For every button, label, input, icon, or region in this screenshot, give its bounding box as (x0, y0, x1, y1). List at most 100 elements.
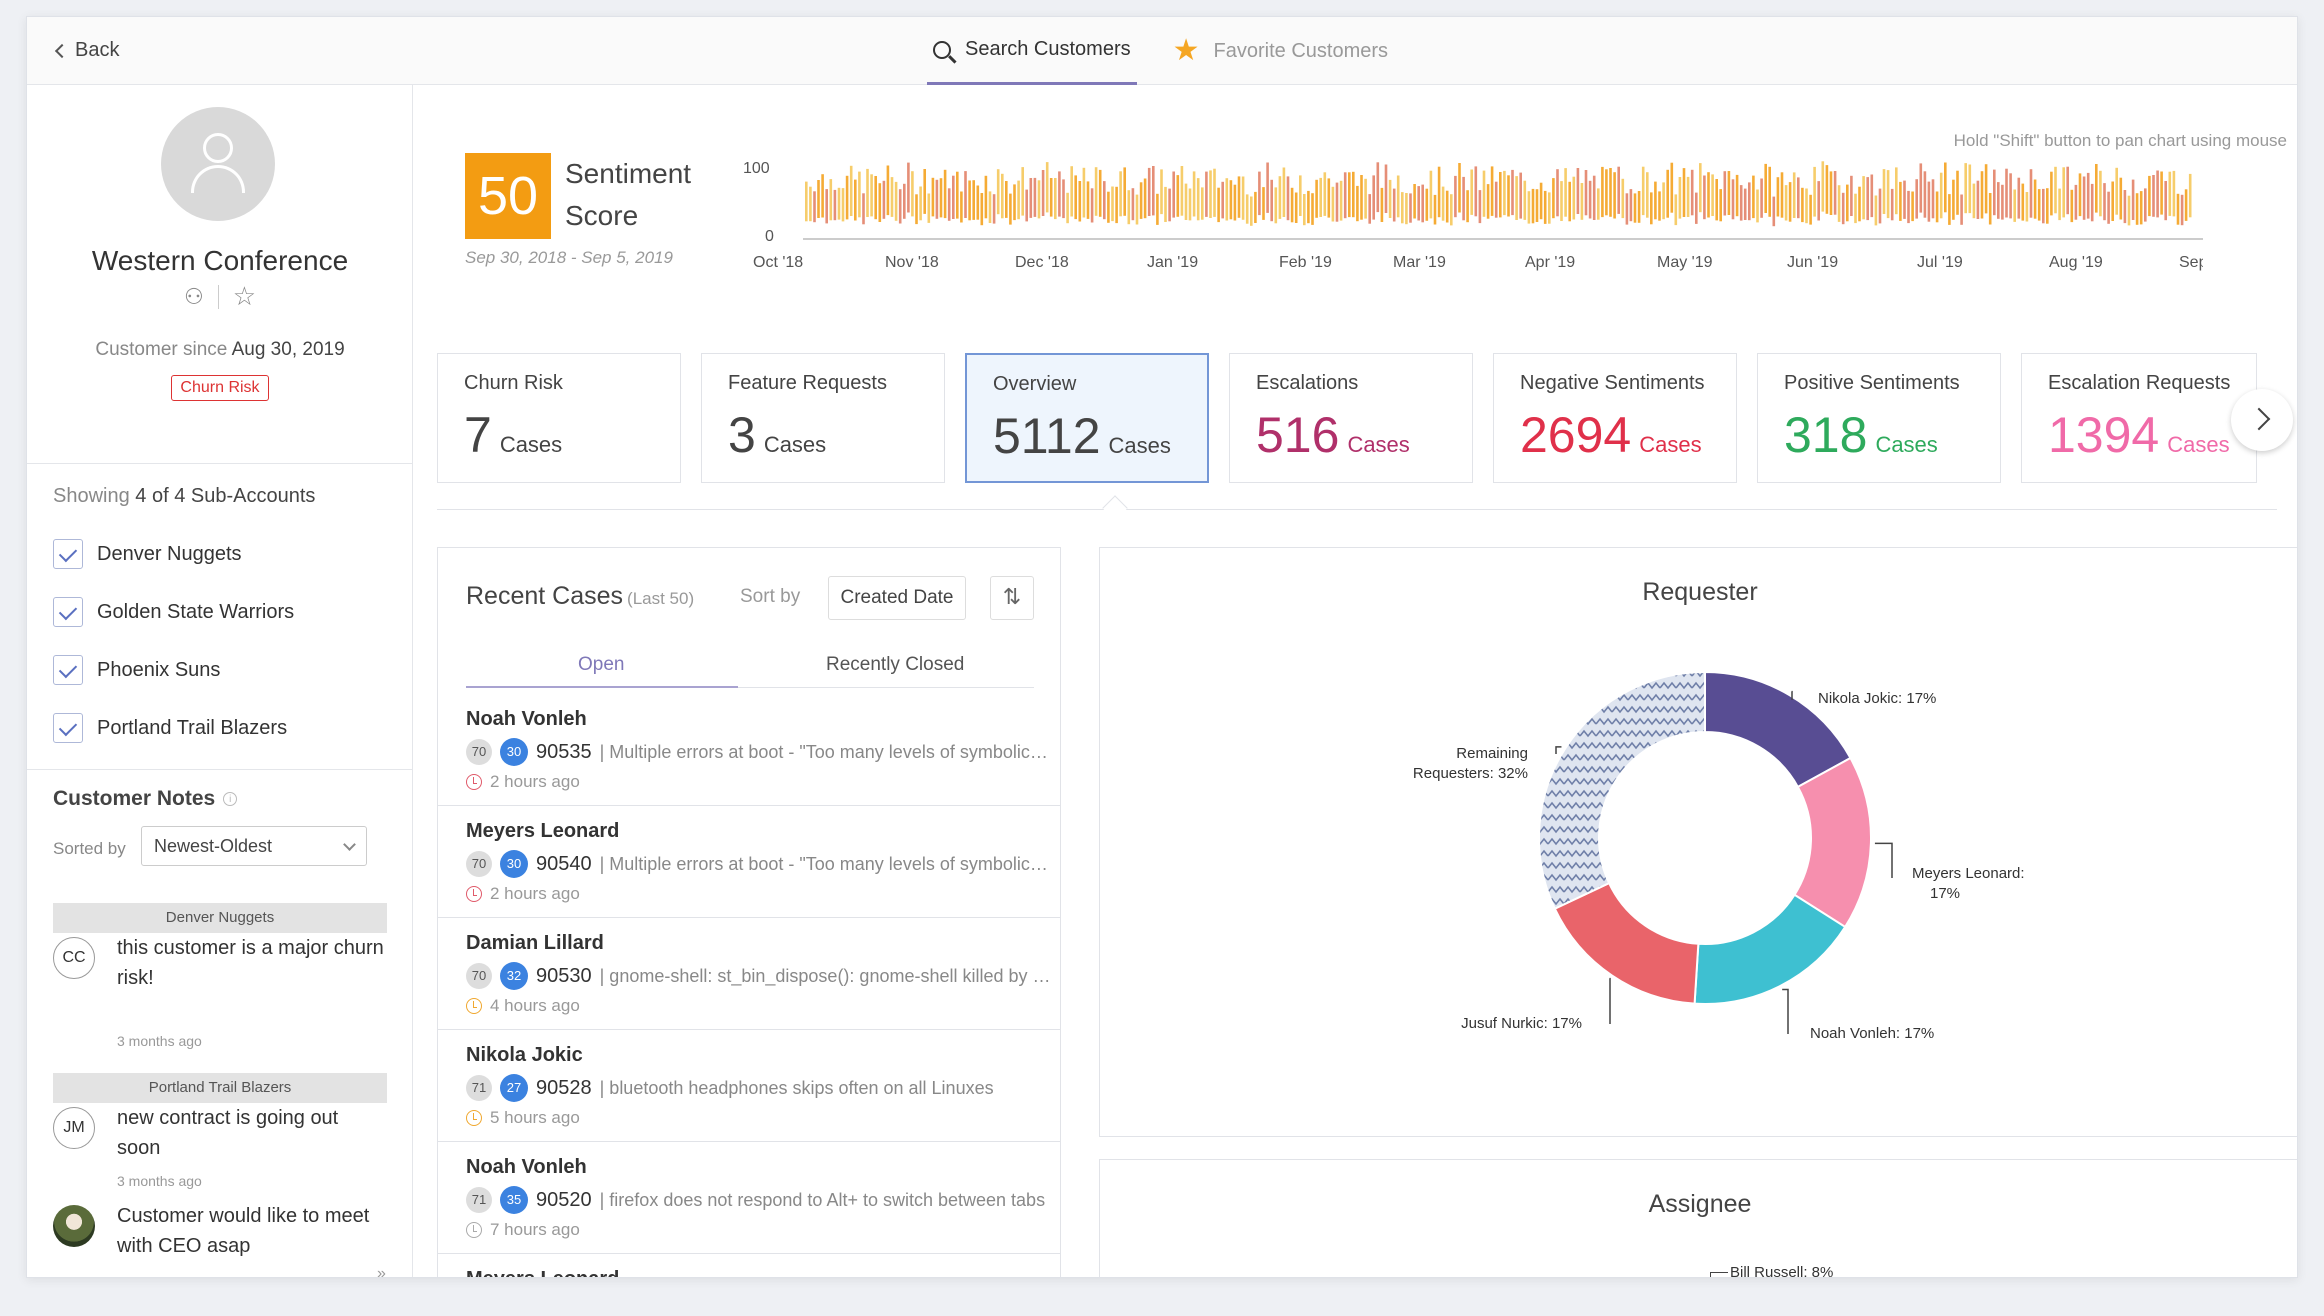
sentiment-bar (1960, 194, 1963, 225)
info-icon[interactable]: i (223, 792, 238, 807)
case-description: | Multiple errors at boot - "Too many le… (599, 741, 1051, 762)
case-id: 90540 (536, 852, 592, 875)
card-count: 7 (464, 407, 492, 463)
since-label: Customer since (95, 339, 228, 360)
subaccount-denver-nuggets[interactable]: Denver Nuggets (53, 539, 242, 569)
sentiment-bar (1882, 169, 1886, 214)
sentiment-timeline-chart[interactable]: 100 0 Oct '18 Nov '18 Dec '18 Jan '19 Feb '1… (743, 151, 2203, 271)
slice-label: Nikola Jokic: 17% (1818, 690, 1936, 707)
sentiment-bar (1082, 167, 1086, 218)
sentiment-bar (2095, 164, 2098, 213)
sentiment-bar (1890, 188, 1894, 221)
sentiment-bar (1543, 190, 1547, 224)
case-row[interactable]: Nikola Jokic 71 27 90528 | bluetooth hea… (438, 1030, 1060, 1142)
note-text: this customer is a major churn risk! (117, 937, 384, 989)
requester-donut-chart[interactable]: Nikola Jokic: 17% Meyers Leonard: 17% Noah … (1100, 548, 2298, 1138)
sentiment-bar (1388, 179, 1392, 218)
card-churn-risk[interactable]: Churn Risk 7 Cases (437, 353, 681, 483)
chevron-left-icon (54, 43, 70, 58)
sentiment-bar (1813, 166, 1816, 217)
subaccount-golden-state-warriors[interactable]: Golden State Warriors (53, 597, 294, 627)
priority-badge: 71 (466, 1075, 492, 1101)
sentiment-bar (1001, 173, 1004, 219)
case-description: | gnome-shell: st_bin_dispose(): gnome-s… (599, 965, 1051, 986)
sentiment-bar (1523, 180, 1527, 220)
card-value: 516 Cases (1256, 406, 1410, 464)
sentiment-bar (968, 180, 971, 221)
sentiment-bar (2021, 183, 2025, 221)
donut-slice[interactable] (1553, 881, 1700, 1005)
sentiment-bar (927, 193, 931, 223)
case-row[interactable]: Damian Lillard 70 32 90530 | gnome-shell… (438, 918, 1060, 1030)
sentiment-bar (1115, 186, 1118, 224)
sentiment-bar (2017, 177, 2021, 219)
sentiment-score-label: Sentiment Score (565, 153, 691, 237)
sentiment-bar (1103, 181, 1106, 220)
users-icon[interactable]: ⚇ (183, 283, 204, 309)
card-overview[interactable]: Overview 5112 Cases (965, 353, 1209, 483)
card-unit: Cases (1875, 432, 1938, 457)
case-details: 71 27 90528 | bluetooth headphones skips… (466, 1074, 1051, 1102)
notes-title-label: Customer Notes (53, 787, 216, 810)
sentiment-bar (935, 179, 939, 219)
card-escalation-requests[interactable]: Escalation Requests 1394 Cases (2021, 353, 2257, 483)
sentiment-bar (1964, 163, 1967, 214)
card-value: 2694 Cases (1520, 406, 1702, 464)
subaccount-portland-trail-blazers[interactable]: Portland Trail Blazers (53, 713, 287, 743)
card-positive-sentiments[interactable]: Positive Sentiments 318 Cases (1757, 353, 2001, 483)
sentiment-bar (1188, 188, 1192, 221)
sentiment-bar (2033, 179, 2037, 219)
sentiment-bar (1535, 189, 1539, 222)
sentiment-bar (2188, 173, 2192, 218)
card-negative-sentiments[interactable]: Negative Sentiments 2694 Cases (1493, 353, 1737, 483)
sentiment-bar (1066, 192, 1069, 224)
sentiment-bar (923, 169, 926, 214)
x-tick-label: Apr '19 (1525, 254, 1575, 271)
checkbox-checked-icon[interactable] (53, 539, 83, 569)
back-button[interactable]: Back (54, 39, 120, 62)
case-row[interactable]: Meyers Leonard (438, 1254, 1060, 1277)
sentiment-bar (1021, 167, 1024, 216)
expand-icon[interactable]: » (377, 1265, 386, 1278)
sentiment-bar (1850, 175, 1853, 216)
case-row[interactable]: Noah Vonleh 71 35 90520 | firefox does n… (438, 1142, 1060, 1254)
donut-labels: Nikola Jokic: 17% Meyers Leonard: 17% Noah … (1413, 690, 2025, 1042)
card-escalations[interactable]: Escalations 516 Cases (1229, 353, 1473, 483)
sentiment-bar (858, 171, 861, 218)
sentiment-bar (1682, 168, 1686, 217)
sort-direction-icon[interactable]: ⇅ (990, 576, 1034, 620)
cases-sort-select[interactable]: Created Date (828, 576, 966, 620)
tab-search-customers[interactable]: Search Customers (927, 17, 1137, 85)
sentiment-bar (1078, 181, 1082, 222)
sentiment-bar (1878, 188, 1882, 224)
card-feature-requests[interactable]: Feature Requests 3 Cases (701, 353, 945, 483)
card-unit: Cases (763, 432, 827, 457)
card-title: Escalations (1256, 372, 1359, 394)
tab-recently-closed[interactable]: Recently Closed (826, 654, 965, 675)
donut-slice[interactable] (1538, 670, 1706, 911)
notes-sort-select[interactable]: Newest-Oldest (141, 826, 367, 866)
checkbox-checked-icon[interactable] (53, 655, 83, 685)
sentiment-bar (1862, 176, 1865, 220)
checkbox-checked-icon[interactable] (53, 597, 83, 627)
case-row[interactable]: Noah Vonleh 70 30 90535 | Multiple error… (438, 694, 1060, 806)
chevron-right-icon[interactable] (2231, 389, 2293, 451)
back-label: Back (75, 39, 120, 61)
tab-favorite-customers[interactable]: ★ Favorite Customers (1167, 17, 1394, 85)
sentiment-bar (1670, 162, 1674, 213)
case-time-label: 7 hours ago (490, 1220, 580, 1239)
card-value: 5112 Cases (993, 407, 1171, 465)
tab-open[interactable]: Open (578, 654, 625, 675)
checkbox-checked-icon[interactable] (53, 713, 83, 743)
case-row[interactable]: Meyers Leonard 70 30 90540 | Multiple er… (438, 806, 1060, 918)
case-time-label: 2 hours ago (490, 772, 580, 791)
sentiment-bar (1335, 182, 1339, 222)
sentiment-bar (931, 177, 935, 217)
favorite-star-icon[interactable]: ☆ (232, 281, 257, 311)
sentiment-bar (1686, 176, 1690, 217)
sentiment-bar (1980, 171, 1984, 219)
sentiment-bar (1899, 181, 1902, 221)
sentiment-bar (1172, 171, 1175, 218)
showing-label: Showing (53, 485, 130, 507)
subaccount-phoenix-suns[interactable]: Phoenix Suns (53, 655, 220, 685)
